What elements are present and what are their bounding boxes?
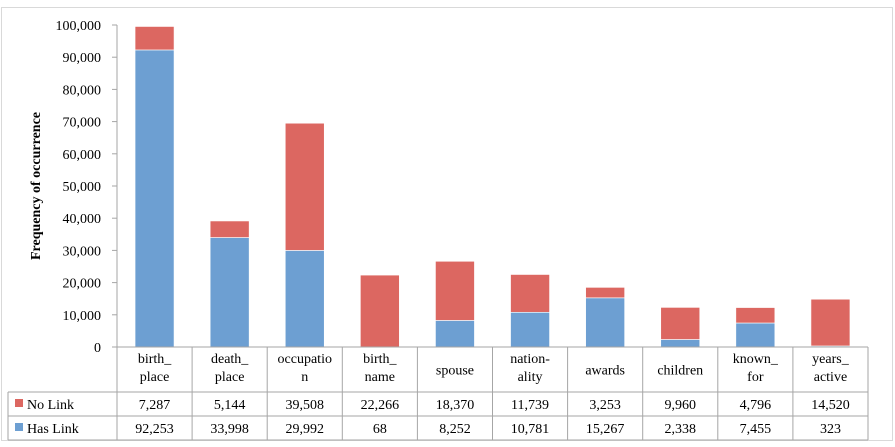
category-label: spouse xyxy=(436,364,474,379)
legend-label: No Link xyxy=(27,398,74,413)
data-table-value: 11,739 xyxy=(511,398,549,413)
y-tick-label: 30,000 xyxy=(63,244,102,259)
category-label: place xyxy=(215,370,245,385)
bar-no-link xyxy=(811,299,850,346)
category-label: known_ xyxy=(733,352,779,367)
data-table-value: 22,266 xyxy=(361,398,400,413)
category-label: nation- xyxy=(510,352,550,367)
data-table-value: 14,520 xyxy=(811,398,850,413)
data-table-value: 33,998 xyxy=(210,422,249,437)
y-tick-label: 100,000 xyxy=(56,19,102,34)
data-table-value: 29,992 xyxy=(286,422,325,437)
bar-no-link xyxy=(210,221,249,238)
bar-no-link xyxy=(661,307,700,339)
data-table-value: 323 xyxy=(820,422,841,437)
y-tick-label: 70,000 xyxy=(63,116,102,131)
bar-has-link xyxy=(135,50,174,347)
bar-has-link xyxy=(586,298,625,347)
data-table-value: 15,267 xyxy=(586,422,625,437)
y-tick-label: 60,000 xyxy=(63,148,102,163)
data-table-value: 10,781 xyxy=(511,422,550,437)
legend-key xyxy=(15,399,23,407)
legend-label: Has Link xyxy=(27,422,79,437)
category-label: awards xyxy=(585,364,625,379)
bar-no-link xyxy=(135,26,174,49)
bar-no-link xyxy=(736,308,775,323)
bar-no-link xyxy=(285,123,324,250)
y-tick-label: 80,000 xyxy=(63,83,102,98)
bar-no-link xyxy=(360,275,399,347)
y-axis-title: Frequency of occurrence xyxy=(29,112,44,260)
category-label: death_ xyxy=(211,352,249,367)
category-label: n xyxy=(301,370,308,385)
data-table-value: 4,796 xyxy=(740,398,772,413)
data-table-value: 92,253 xyxy=(135,422,174,437)
category-label: name xyxy=(365,370,395,385)
bar-no-link xyxy=(586,287,625,297)
data-table-value: 8,252 xyxy=(439,422,471,437)
data-table-value: 9,960 xyxy=(665,398,697,413)
y-tick-label: 10,000 xyxy=(63,309,102,324)
y-tick-label: 40,000 xyxy=(63,212,102,227)
data-table-value: 7,287 xyxy=(139,398,171,413)
category-label: ality xyxy=(518,370,543,385)
category-label: occupatio xyxy=(278,352,332,367)
bar-no-link xyxy=(511,274,550,312)
data-table-value: 39,508 xyxy=(286,398,325,413)
data-table-value: 3,253 xyxy=(589,398,621,413)
y-tick-label: 0 xyxy=(94,341,101,356)
category-label: birth_ xyxy=(138,352,172,367)
category-label: years_ xyxy=(812,352,850,367)
bar-has-link xyxy=(285,250,324,347)
y-tick-label: 50,000 xyxy=(63,180,102,195)
data-table-value: 7,455 xyxy=(740,422,772,437)
y-tick-label: 90,000 xyxy=(63,51,102,66)
bar-has-link xyxy=(435,320,474,347)
data-table-value: 68 xyxy=(373,422,387,437)
category-label: birth_ xyxy=(363,352,397,367)
category-label: children xyxy=(657,364,703,379)
y-tick-label: 20,000 xyxy=(63,277,102,292)
category-label: for xyxy=(747,370,764,385)
bar-has-link xyxy=(661,339,700,347)
data-table-value: 5,144 xyxy=(214,398,246,413)
bar-has-link xyxy=(210,238,249,347)
category-label: place xyxy=(140,370,170,385)
bar-no-link xyxy=(435,261,474,320)
data-table-value: 2,338 xyxy=(665,422,697,437)
legend-key xyxy=(15,423,23,431)
bar-has-link xyxy=(736,323,775,347)
category-label: active xyxy=(814,370,847,385)
bar-has-link xyxy=(511,312,550,347)
data-table-value: 18,370 xyxy=(436,398,475,413)
